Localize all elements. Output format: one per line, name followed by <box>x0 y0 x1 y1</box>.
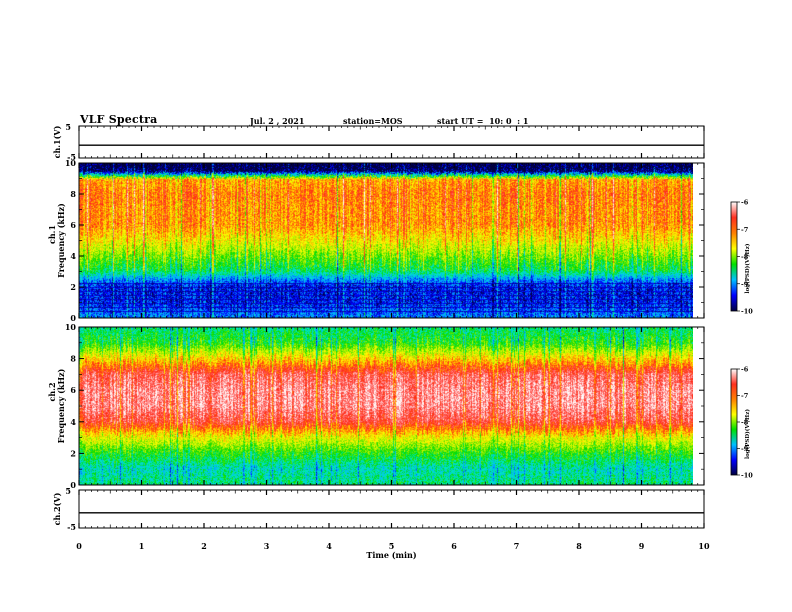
time-axis-label: Time (min) <box>366 550 416 560</box>
ch2-freq-ytick-label: 0 <box>70 480 76 490</box>
time-tick-label: 5 <box>389 541 395 551</box>
colorbar-ch2-tick-label: -6 <box>741 366 749 374</box>
ch1-wave-tick-bottom: -5 <box>67 152 76 162</box>
ch2-spec-ylabel: Frequency (kHz) <box>56 368 66 443</box>
colorbar-ch2-tick-label: -9 <box>741 445 749 453</box>
ch2-freq-ytick-label: 4 <box>70 417 76 427</box>
ch1-wave-ylabel: ch.1(V) <box>52 125 62 158</box>
chart-title: VLF Spectra <box>80 113 158 126</box>
time-tick-label: 6 <box>451 541 457 551</box>
colorbar-ch1-tick-label: -10 <box>741 308 753 316</box>
date-label: Jul. 2 , 2021 <box>250 116 305 126</box>
colorbar-ch2-tick-label: -7 <box>741 392 748 400</box>
colorbar-ch1-tick-label: -6 <box>741 199 749 207</box>
colorbar-ch2-label: log(PSD)(V²/Hz) <box>744 409 751 459</box>
colorbar-ch2-bar <box>730 368 738 476</box>
time-tick-label: 7 <box>514 541 520 551</box>
ch2-spec-ylabel-channel: ch.2 <box>47 382 57 401</box>
ch1-freq-ytick-label: 4 <box>70 251 76 261</box>
colorbar-ch1-tick-label: -8 <box>741 253 749 261</box>
ch2-waveform-frame <box>78 489 705 529</box>
time-tick-label: 8 <box>576 541 582 551</box>
ch1-freq-ytick-label: 10 <box>65 158 77 168</box>
ch2-freq-ytick-label: 8 <box>70 354 76 364</box>
ch1-freq-ytick-label: 8 <box>70 189 76 199</box>
ch1-spec-ylabel: Frequency (kHz) <box>56 203 66 278</box>
time-tick-label: 9 <box>639 541 645 551</box>
ch1-spec-ylabel-channel: ch.1 <box>47 225 57 244</box>
ch1-spectrogram <box>79 163 693 318</box>
colorbar-ch2-tick-label: -8 <box>741 419 749 427</box>
colorbar-ch1-label: log(PSD)(V²/Hz) <box>744 243 751 293</box>
ch2-spectrogram <box>79 327 693 485</box>
colorbar-ch1-tick-label: -9 <box>741 280 749 288</box>
time-tick-label: 0 <box>76 541 82 551</box>
station-label: station=MOS <box>343 116 403 126</box>
ch1-wave-tick-top: 5 <box>65 122 71 132</box>
ch1-freq-ytick-label: 0 <box>70 313 76 323</box>
ch2-freq-ytick-label: 2 <box>70 448 76 458</box>
time-tick-label: 3 <box>264 541 270 551</box>
time-tick-label: 1 <box>139 541 145 551</box>
ch2-wave-tick-top: 5 <box>65 486 71 496</box>
colorbar-ch1-tick-label: -7 <box>741 226 748 234</box>
start-time-label: start UT = 10: 0 : 1 <box>437 116 529 126</box>
ch1-freq-ytick-label: 6 <box>70 220 76 230</box>
time-tick-label: 4 <box>326 541 332 551</box>
colorbar-ch1-bar <box>730 201 738 312</box>
ch2-wave-tick-bottom: -5 <box>67 522 76 532</box>
ch1-freq-ytick-label: 2 <box>70 282 76 292</box>
time-tick-label: 10 <box>698 541 710 551</box>
time-tick-label: 2 <box>201 541 207 551</box>
ch2-freq-ytick-label: 10 <box>65 322 77 332</box>
colorbar-ch2-tick-label: -10 <box>741 472 753 480</box>
ch2-freq-ytick-label: 6 <box>70 385 76 395</box>
ch2-wave-ylabel: ch.2(V) <box>52 492 62 525</box>
